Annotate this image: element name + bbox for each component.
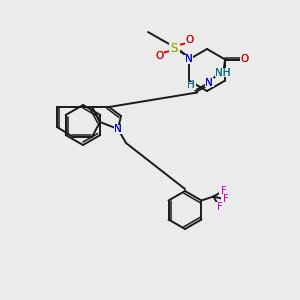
FancyBboxPatch shape [169, 43, 179, 53]
Text: F: F [220, 185, 226, 196]
Text: O: O [186, 35, 194, 45]
Text: N: N [114, 124, 122, 134]
FancyBboxPatch shape [184, 55, 193, 64]
Text: N: N [185, 55, 193, 64]
Text: O: O [155, 51, 163, 61]
FancyBboxPatch shape [113, 124, 122, 134]
Text: S: S [170, 41, 178, 55]
Text: N: N [185, 55, 193, 64]
Text: N: N [205, 77, 213, 88]
FancyBboxPatch shape [221, 194, 230, 203]
FancyBboxPatch shape [240, 55, 249, 64]
FancyBboxPatch shape [205, 78, 214, 87]
FancyBboxPatch shape [185, 35, 195, 44]
FancyBboxPatch shape [169, 43, 179, 53]
Text: N: N [114, 124, 122, 134]
FancyBboxPatch shape [154, 52, 164, 61]
FancyBboxPatch shape [187, 82, 196, 89]
FancyBboxPatch shape [154, 52, 164, 61]
Text: O: O [240, 55, 248, 64]
Text: F: F [217, 202, 222, 212]
Text: O: O [155, 51, 163, 61]
FancyBboxPatch shape [215, 202, 224, 211]
FancyBboxPatch shape [184, 55, 193, 64]
Text: S: S [170, 41, 178, 55]
FancyBboxPatch shape [215, 68, 231, 77]
Text: O: O [240, 55, 248, 64]
Text: NH: NH [215, 68, 231, 77]
Text: F: F [223, 194, 228, 203]
Text: N: N [205, 77, 213, 88]
FancyBboxPatch shape [113, 124, 122, 134]
Text: O: O [186, 35, 194, 45]
Text: NH: NH [215, 68, 231, 77]
FancyBboxPatch shape [205, 78, 214, 87]
FancyBboxPatch shape [215, 68, 231, 77]
FancyBboxPatch shape [219, 186, 228, 195]
FancyBboxPatch shape [185, 35, 195, 44]
FancyBboxPatch shape [187, 82, 196, 89]
Text: H: H [187, 80, 195, 91]
FancyBboxPatch shape [240, 55, 249, 64]
Text: H: H [187, 80, 195, 91]
